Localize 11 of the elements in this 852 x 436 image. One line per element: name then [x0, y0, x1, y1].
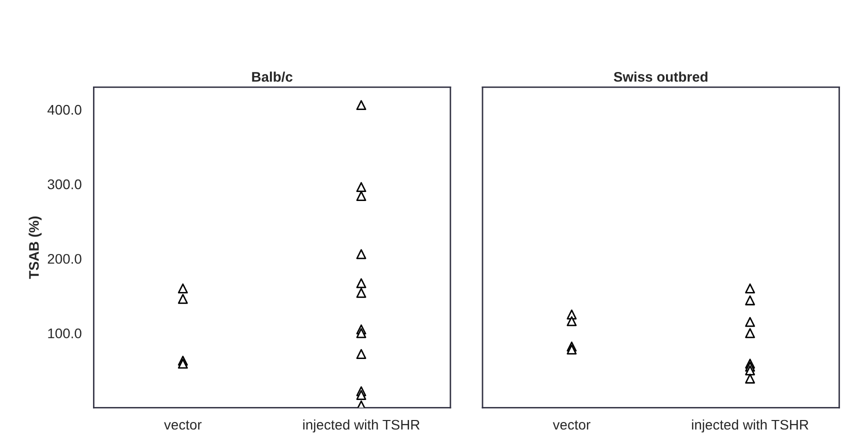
x-tick-label: injected with TSHR	[303, 419, 420, 432]
chart-title: Balb/c	[252, 72, 293, 82]
x-tick-label: vector	[552, 420, 590, 430]
y-tick-label: 300.0	[48, 179, 82, 190]
x-tick-label: vector	[164, 420, 202, 430]
y-axis-title: TSAB (%)	[28, 216, 42, 279]
x-tick-label: injected with TSHR	[692, 419, 808, 432]
y-tick-label: 100.0	[48, 328, 82, 338]
chart-title: Swiss outbred	[614, 72, 708, 82]
y-tick-label: 400.0	[47, 104, 82, 115]
y-tick-label: 200.0	[48, 254, 82, 264]
